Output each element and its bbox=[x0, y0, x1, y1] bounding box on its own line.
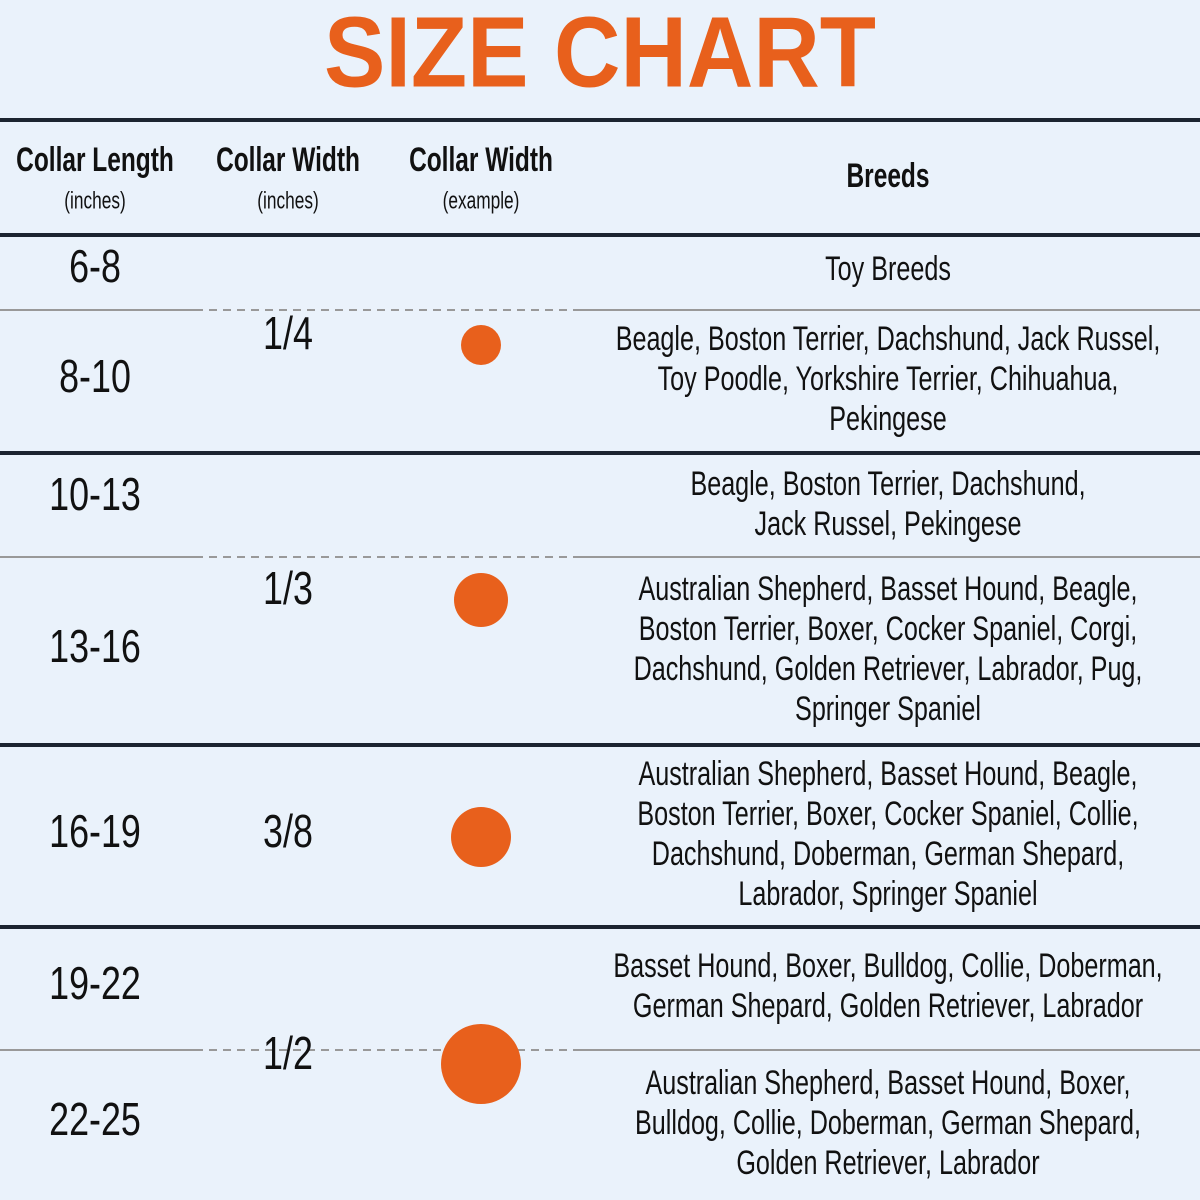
breeds-line: Beagle, Boston Terrier, Dachshund, bbox=[690, 465, 1085, 503]
collar-width: 1/3 bbox=[263, 563, 313, 614]
breeds-line: Toy Breeds bbox=[825, 250, 951, 288]
collar-length: 6-8 bbox=[69, 241, 121, 292]
breeds-line: Toy Poodle, Yorkshire Terrier, Chihuahua… bbox=[658, 360, 1119, 398]
header-unit: (example) bbox=[443, 188, 520, 214]
collar-width: 1/2 bbox=[263, 1028, 313, 1079]
collar-length: 10-13 bbox=[49, 469, 141, 520]
collar-length: 19-22 bbox=[49, 958, 141, 1009]
header-name: Breeds bbox=[847, 157, 930, 195]
breeds-line: Australian Shepherd, Basset Hound, Beagl… bbox=[638, 570, 1137, 608]
breeds-line: Boston Terrier, Boxer, Cocker Spaniel, C… bbox=[639, 610, 1137, 648]
collar-length: 22-25 bbox=[49, 1094, 141, 1145]
header-unit: (inches) bbox=[257, 188, 318, 214]
breeds-line: Dachshund, Golden Retriever, Labrador, P… bbox=[634, 650, 1143, 688]
breeds-line: Dachshund, Doberman, German Shepard, bbox=[652, 835, 1124, 873]
width-example bbox=[454, 573, 508, 627]
header-name: Collar Width bbox=[409, 141, 553, 179]
breeds-line: Australian Shepherd, Basset Hound, Beagl… bbox=[638, 755, 1137, 793]
breeds-line: Golden Retriever, Labrador bbox=[736, 1144, 1039, 1182]
header-name: Collar Length bbox=[16, 141, 174, 179]
width-example bbox=[441, 1024, 521, 1104]
width-example bbox=[451, 807, 511, 867]
width-example bbox=[461, 325, 501, 365]
collar-length: 8-10 bbox=[59, 351, 131, 402]
breeds-line: Labrador, Springer Spaniel bbox=[738, 875, 1037, 913]
collar-width: 3/8 bbox=[263, 806, 313, 857]
header-name: Collar Width bbox=[216, 141, 360, 179]
breeds-line: Beagle, Boston Terrier, Dachshund, Jack … bbox=[616, 320, 1161, 358]
breeds-line: Springer Spaniel bbox=[795, 690, 981, 728]
header-unit: (inches) bbox=[64, 188, 125, 214]
breeds-line: Australian Shepherd, Basset Hound, Boxer… bbox=[645, 1064, 1130, 1102]
title: SIZE CHART bbox=[324, 0, 876, 108]
breeds-line: German Shepard, Golden Retriever, Labrad… bbox=[633, 987, 1143, 1025]
breeds-line: Jack Russel, Pekingese bbox=[755, 505, 1022, 543]
breeds-line: Bulldog, Collie, Doberman, German Shepar… bbox=[635, 1104, 1141, 1142]
breeds-line: Pekingese bbox=[829, 400, 946, 438]
collar-length: 16-19 bbox=[49, 806, 141, 857]
collar-length: 13-16 bbox=[49, 621, 141, 672]
breeds-line: Basset Hound, Boxer, Bulldog, Collie, Do… bbox=[613, 947, 1162, 985]
collar-width: 1/4 bbox=[263, 308, 313, 359]
breeds-line: Boston Terrier, Boxer, Cocker Spaniel, C… bbox=[637, 795, 1138, 833]
